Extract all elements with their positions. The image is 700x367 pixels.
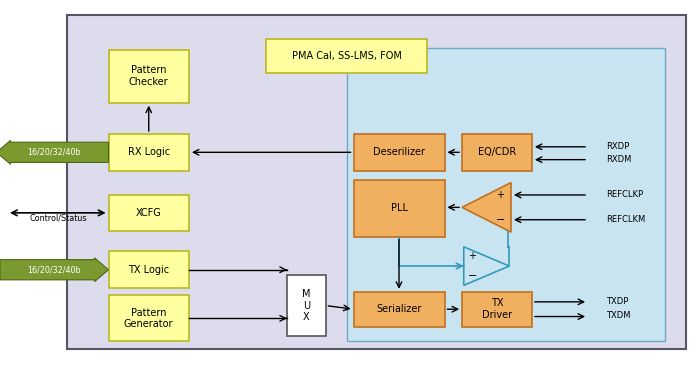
Text: TXDP: TXDP: [606, 297, 629, 306]
Text: TXDM: TXDM: [606, 311, 631, 320]
Bar: [108, 295, 189, 341]
Bar: [287, 275, 326, 336]
Text: Control/Status: Control/Status: [29, 214, 87, 223]
Text: TX Logic: TX Logic: [128, 265, 169, 275]
Text: PMA Cal, SS-LMS, FOM: PMA Cal, SS-LMS, FOM: [292, 51, 401, 61]
Text: RX Logic: RX Logic: [127, 147, 170, 157]
Text: RXDM: RXDM: [606, 155, 631, 164]
Polygon shape: [463, 247, 509, 286]
Polygon shape: [462, 183, 511, 232]
Text: Pattern
Checker: Pattern Checker: [129, 65, 169, 87]
Bar: [354, 292, 444, 327]
Text: Deserilizer: Deserilizer: [373, 147, 425, 157]
Text: +: +: [496, 190, 505, 200]
Bar: [462, 292, 532, 327]
Text: TX
Driver: TX Driver: [482, 298, 512, 320]
Text: Serializer: Serializer: [377, 304, 421, 314]
Bar: [108, 50, 189, 103]
Text: REFCLKM: REFCLKM: [606, 215, 645, 224]
Text: +: +: [468, 251, 476, 261]
Text: REFCLKP: REFCLKP: [606, 190, 643, 200]
Text: 16/20/32/40b: 16/20/32/40b: [27, 148, 81, 157]
Bar: [108, 251, 189, 288]
Bar: [346, 48, 665, 341]
Bar: [108, 195, 189, 231]
Bar: [462, 134, 532, 171]
Text: PLL: PLL: [391, 203, 407, 213]
Text: M
U
X: M U X: [302, 289, 311, 322]
Text: XCFG: XCFG: [136, 208, 162, 218]
FancyArrow shape: [0, 258, 108, 282]
Bar: [354, 180, 444, 237]
Bar: [108, 134, 189, 171]
Text: Pattern
Generator: Pattern Generator: [124, 308, 174, 329]
Text: −: −: [496, 215, 505, 225]
Text: RXDP: RXDP: [606, 142, 629, 151]
Text: −: −: [468, 271, 477, 281]
Text: 16/20/32/40b: 16/20/32/40b: [27, 265, 81, 274]
FancyArrow shape: [0, 141, 108, 164]
Bar: [354, 134, 444, 171]
Bar: [66, 15, 686, 349]
Text: EQ/CDR: EQ/CDR: [478, 147, 516, 157]
Bar: [266, 39, 427, 73]
